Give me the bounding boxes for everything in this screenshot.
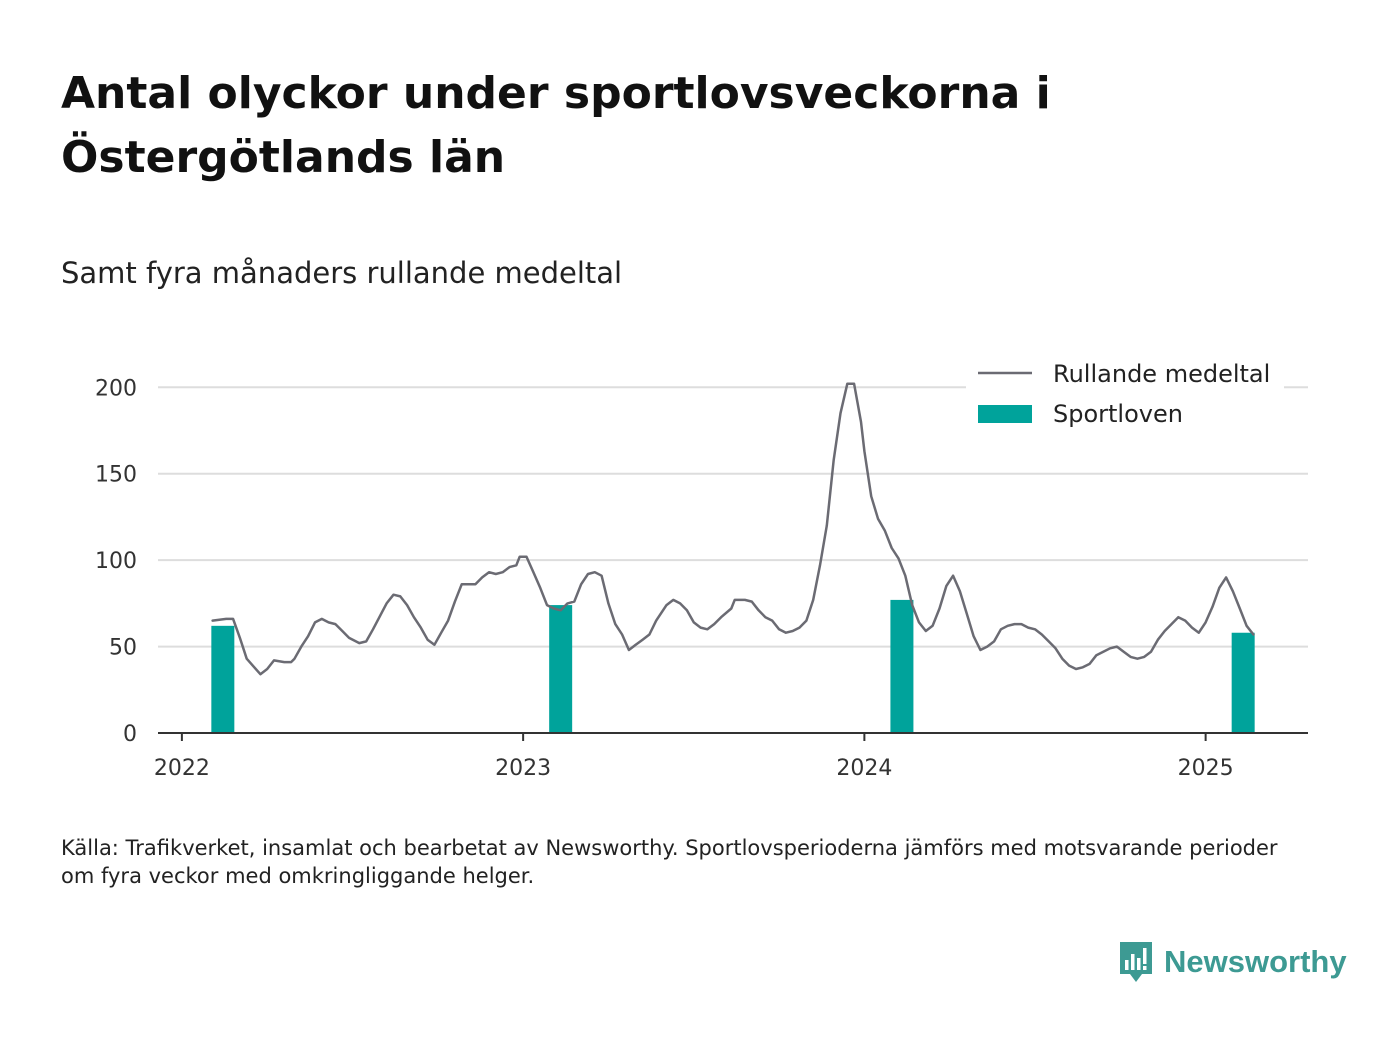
legend-background	[966, 355, 1284, 451]
y-tick-label-0: 0	[123, 722, 137, 747]
chart-title: Antal olyckor under sportlovsveckorna i …	[61, 68, 1051, 183]
brand-logo[interactable]: Newsworthy	[1118, 940, 1347, 984]
y-tick-label-100: 100	[95, 549, 137, 574]
y-tick-label-150: 150	[95, 463, 137, 488]
legend-label-sportloven: Sportloven	[1053, 400, 1183, 428]
legend-label-rullande-medeltal: Rullande medeltal	[1053, 360, 1270, 388]
bar-sportloven-3	[1231, 632, 1255, 733]
accident-chart: 0 50 100 150 200 2022 2023 2024 2025 Rullande me…	[95, 355, 1308, 781]
axes: 0 50 100 150 200 2022 2023 2024 2025	[95, 376, 1308, 781]
bar-sportloven-0	[211, 625, 235, 733]
legend: Rullande medeltal Sportloven	[966, 355, 1284, 451]
x-tick-label-2022: 2022	[154, 756, 210, 781]
legend-swatch-bar	[978, 405, 1032, 423]
x-tick-label-2025: 2025	[1178, 756, 1234, 781]
bar-series-sportloven	[211, 599, 1255, 733]
line-series-rullande-medeltal	[211, 382, 1255, 676]
brand-name: Newsworthy	[1164, 944, 1347, 979]
x-tick-label-2023: 2023	[495, 756, 551, 781]
bar-sportloven-2	[890, 599, 914, 733]
y-tick-label-200: 200	[95, 376, 137, 401]
y-tick-label-50: 50	[109, 636, 137, 661]
bar-sportloven-1	[549, 605, 573, 733]
newsworthy-chart-logo-icon	[1120, 942, 1152, 982]
chart-subtitle: Samt fyra månaders rullande medeltal	[61, 256, 623, 290]
source-note: Källa: Trafikverket, insamlat och bearbe…	[61, 836, 1278, 888]
x-tick-label-2024: 2024	[836, 756, 892, 781]
